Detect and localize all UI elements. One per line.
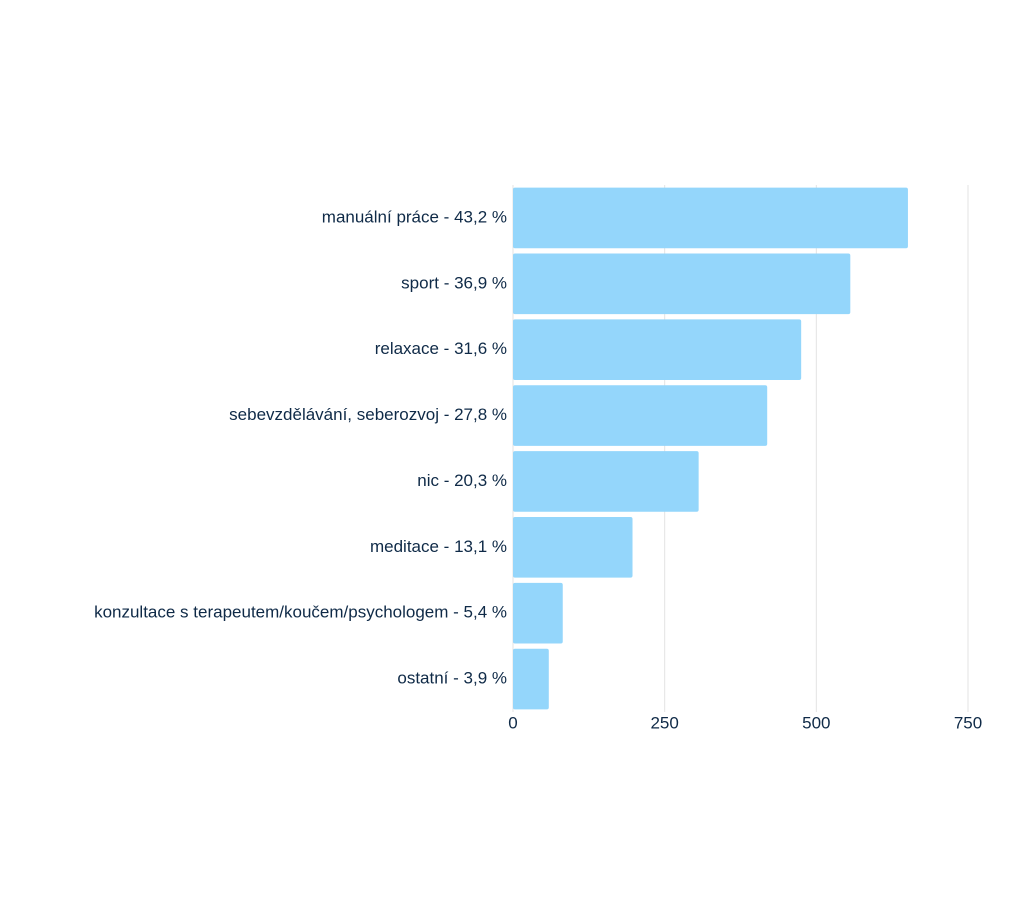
y-tick-label: ostatní - 3,9 %	[397, 669, 507, 688]
bar	[513, 253, 851, 315]
bar	[513, 385, 768, 446]
bar	[513, 582, 563, 644]
y-tick-label: konzultace s terapeutem/koučem/psycholog…	[94, 603, 507, 622]
x-tick-label: 750	[954, 713, 982, 732]
x-tick-label: 500	[802, 713, 830, 732]
y-tick-label: manuální práce - 43,2 %	[322, 207, 507, 226]
x-tick-label: 0	[508, 713, 517, 732]
bar	[513, 319, 802, 380]
y-tick-label: sport - 36,9 %	[401, 273, 507, 292]
y-tick-label: sebevzdělávání, seberozvoj - 27,8 %	[229, 405, 507, 424]
bar	[513, 451, 699, 512]
x-tick-label: 250	[650, 713, 678, 732]
y-tick-label: nic - 20,3 %	[417, 471, 507, 490]
y-tick-label: meditace - 13,1 %	[370, 537, 507, 556]
bar	[513, 517, 633, 578]
bar	[513, 187, 908, 249]
bar	[513, 648, 549, 710]
y-tick-label: relaxace - 31,6 %	[375, 339, 507, 358]
